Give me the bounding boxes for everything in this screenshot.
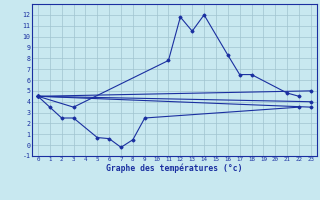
X-axis label: Graphe des températures (°c): Graphe des températures (°c) — [106, 164, 243, 173]
